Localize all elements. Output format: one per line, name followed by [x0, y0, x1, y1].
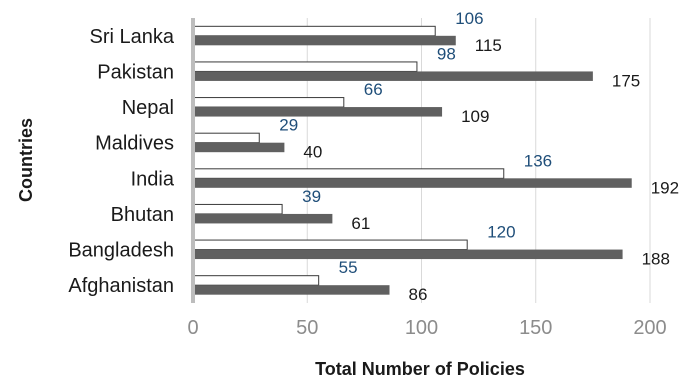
bar [192, 168, 505, 179]
data-label: 120 [487, 223, 515, 242]
bar [192, 61, 418, 72]
data-label: 115 [475, 36, 502, 55]
bar [192, 275, 320, 286]
data-label: 175 [612, 71, 640, 90]
data-label: 39 [302, 187, 321, 206]
x-tick-label: 200 [633, 317, 666, 339]
data-label: 40 [303, 143, 322, 162]
y-axis-title: Countries [16, 118, 36, 202]
data-label: 61 [351, 214, 370, 233]
x-axis-title: Total Number of Policies [315, 359, 525, 379]
bar [193, 285, 390, 295]
bar [192, 97, 345, 108]
data-label: 188 [642, 250, 670, 269]
bar [192, 25, 436, 37]
bars [192, 25, 632, 295]
category-label: Nepal [122, 97, 174, 119]
data-label: 29 [279, 116, 298, 135]
data-label: 98 [437, 44, 456, 63]
bar [193, 213, 333, 224]
data-label: 66 [364, 80, 383, 99]
x-tick-label: 100 [405, 317, 438, 339]
category-label: Bhutan [111, 204, 174, 226]
x-tick-label: 50 [296, 317, 318, 339]
bar [192, 203, 283, 215]
bar [192, 132, 260, 144]
x-tick-label: 0 [187, 317, 198, 339]
bar [193, 142, 285, 153]
bar [193, 178, 632, 188]
bar [192, 239, 468, 251]
data-label: 109 [461, 107, 489, 126]
bar [193, 35, 456, 46]
data-label: 86 [409, 285, 428, 304]
category-labels: Sri Lanka Pakistan Nepal Maldives India Bhuta… [68, 26, 175, 297]
category-label: Afghanistan [68, 275, 174, 297]
category-label: Pakistan [97, 61, 174, 83]
data-label: 55 [339, 258, 358, 277]
category-label: Bangladesh [68, 240, 174, 262]
data-label: 106 [455, 9, 483, 28]
category-label: Maldives [95, 133, 174, 155]
x-tick-label: 150 [519, 317, 552, 339]
category-label: Sri Lanka [90, 26, 175, 48]
gridlines [306, 18, 651, 303]
data-label: 192 [651, 178, 679, 197]
x-tick-labels: 0 50 100 150 200 [187, 317, 666, 339]
bar [193, 107, 443, 117]
data-label: 136 [524, 151, 552, 170]
bar [193, 71, 593, 81]
value-labels: 106 115 98 175 66 109 29 40 136 192 39 61 120 188 55 86 [279, 9, 679, 304]
category-label: India [131, 168, 175, 190]
bar [193, 249, 623, 260]
